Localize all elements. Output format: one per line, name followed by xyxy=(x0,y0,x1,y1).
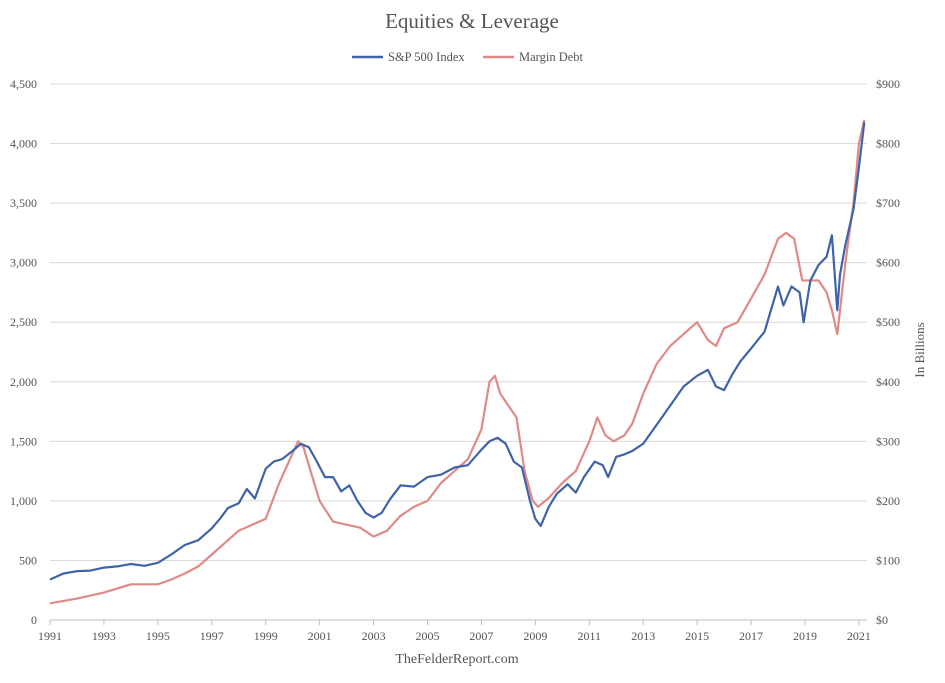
left-tick-label: 4,000 xyxy=(10,137,37,151)
right-tick-label: $100 xyxy=(876,553,900,567)
legend-label-sp500: S&P 500 Index xyxy=(388,50,465,64)
right-tick-label: $700 xyxy=(876,196,900,210)
left-tick-label: 2,500 xyxy=(10,315,37,329)
x-tick-label: 2001 xyxy=(308,629,332,643)
right-tick-label: $400 xyxy=(876,375,900,389)
right-tick-label: $900 xyxy=(876,77,900,91)
left-tick-label: 3,000 xyxy=(10,256,37,270)
chart-title: Equities & Leverage xyxy=(385,9,559,33)
x-tick-label: 2017 xyxy=(739,629,763,643)
source-credit: TheFelderReport.com xyxy=(395,652,518,667)
left-tick-label: 3,500 xyxy=(10,196,37,210)
gridlines xyxy=(50,83,867,621)
left-tick-label: 500 xyxy=(19,553,37,567)
right-tick-label: $300 xyxy=(876,434,900,448)
series-line-sp500 xyxy=(49,121,866,581)
left-tick-label: 0 xyxy=(31,613,37,627)
x-tick-label: 2009 xyxy=(523,629,547,643)
right-axis-title: In Billions xyxy=(912,322,927,377)
left-tick-label: 1,000 xyxy=(10,494,37,508)
series-lines xyxy=(49,119,866,605)
right-axis-ticks: $0 $100 $200 $300 $400 $500 $600 $700 $800 $900 xyxy=(876,77,900,627)
right-tick-label: $800 xyxy=(876,137,900,151)
right-tick-label: $0 xyxy=(876,613,888,627)
x-tick-label: 2013 xyxy=(631,629,655,643)
x-tick-label: 2011 xyxy=(577,629,601,643)
x-tick-label: 2003 xyxy=(362,629,386,643)
x-tick-label: 1999 xyxy=(254,629,278,643)
x-tick-label: 2007 xyxy=(469,629,493,643)
legend-label-margin-debt: Margin Debt xyxy=(519,50,584,64)
series-line-margin-debt xyxy=(49,119,866,605)
x-tick-label: 1993 xyxy=(92,629,116,643)
x-tick-label: 2015 xyxy=(685,629,709,643)
left-tick-label: 1,500 xyxy=(10,434,37,448)
x-tick-label: 1997 xyxy=(200,629,224,643)
x-tick-label: 2005 xyxy=(415,629,439,643)
x-tick-label: 1991 xyxy=(38,629,62,643)
right-tick-label: $600 xyxy=(876,256,900,270)
left-tick-label: 4,500 xyxy=(10,77,37,91)
right-tick-label: $500 xyxy=(876,315,900,329)
left-axis-ticks: 0 500 1,000 1,500 2,000 2,500 3,000 3,500 4,000 4… xyxy=(10,77,37,627)
x-axis-ticks: 1991 1993 1995 1997 1999 2001 2003 2005 2007 2009… xyxy=(38,620,871,643)
x-tick-label: 2021 xyxy=(847,629,871,643)
left-tick-label: 2,000 xyxy=(10,375,37,389)
x-tick-label: 1995 xyxy=(146,629,170,643)
x-tick-label: 2019 xyxy=(793,629,817,643)
legend: S&P 500 Index Margin Debt xyxy=(352,50,584,64)
right-tick-label: $200 xyxy=(876,494,900,508)
